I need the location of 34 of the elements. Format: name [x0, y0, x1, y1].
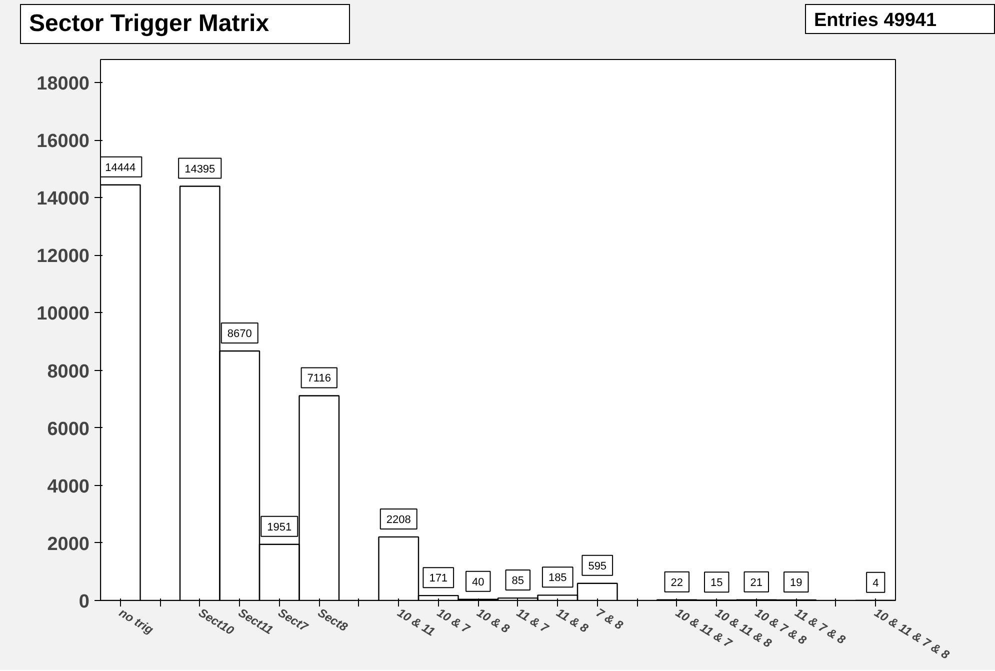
y-tick-label: 18000: [36, 74, 90, 95]
data-label: 14444: [105, 162, 136, 174]
data-label: 2208: [386, 514, 411, 526]
y-tick-label: 14000: [36, 188, 90, 210]
data-label: 595: [588, 560, 607, 572]
data-label: 1951: [267, 521, 292, 534]
x-tick-label: 10 & 11 & 7 & 8: [872, 606, 952, 662]
x-tick-label: 11 & 8: [554, 606, 591, 636]
chart-title: Sector Trigger Matrix: [29, 9, 270, 39]
data-label: 14395: [184, 163, 216, 176]
x-tick-label: no trig: [116, 606, 156, 638]
x-tick-label: 10 & 8: [474, 606, 512, 636]
data-label: 19: [790, 576, 802, 589]
y-tick-label: 10000: [36, 304, 90, 325]
data-label: 21: [750, 576, 763, 589]
data-label: 85: [512, 575, 524, 588]
data-label: 7116: [307, 372, 331, 385]
data-label: 185: [548, 572, 567, 584]
text: Entries 49941: [814, 9, 937, 33]
data-label: 15: [710, 577, 723, 590]
y-tick-label: 2000: [47, 534, 90, 555]
x-tick-label: 7 & 8: [594, 606, 626, 633]
data-label: 40: [472, 576, 484, 588]
x-tick-label: 11 & 7: [514, 606, 552, 636]
y-tick-label: 0: [78, 592, 90, 612]
y-tick-label: 8000: [47, 361, 90, 382]
data-label: 22: [670, 576, 684, 589]
data-label: 8670: [227, 328, 252, 340]
y-tick-label: 6000: [47, 418, 90, 440]
y-tick-label: 12000: [36, 246, 90, 268]
y-tick-label: 4000: [47, 476, 90, 498]
y-tick-label: 16000: [36, 131, 90, 152]
data-label: 171: [429, 572, 448, 585]
data-label: 4: [872, 577, 879, 590]
